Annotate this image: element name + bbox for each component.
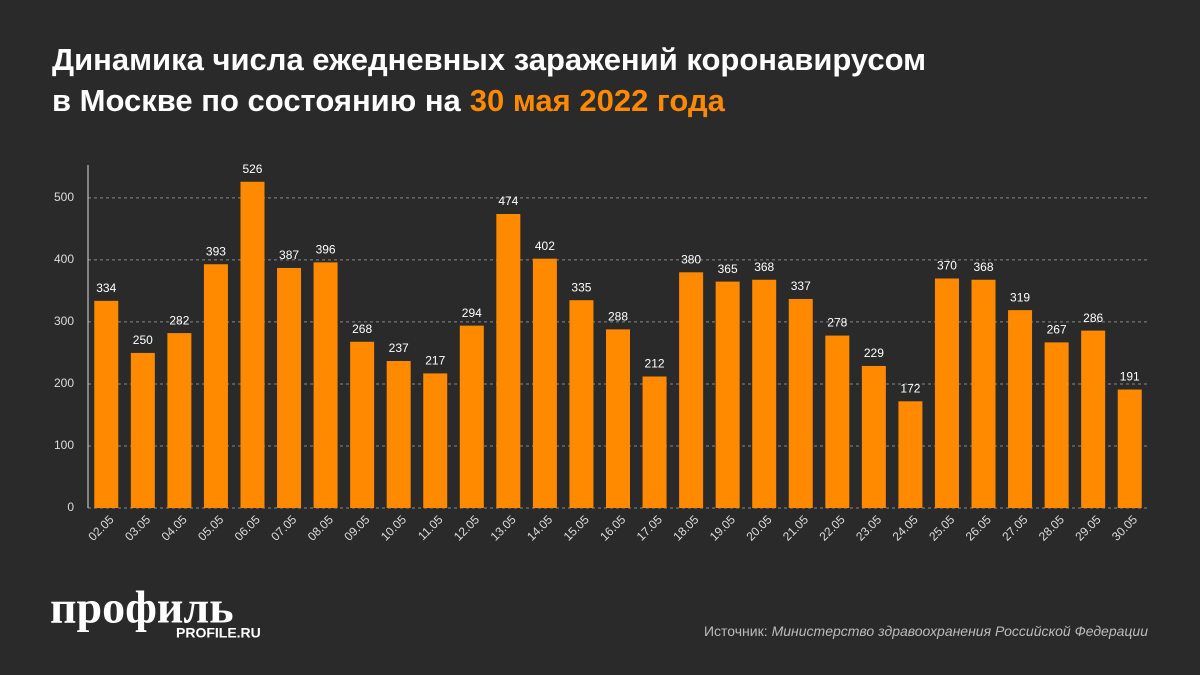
bar: [167, 333, 192, 508]
value-label: 402: [535, 239, 555, 253]
title-line: в Москве по состоянию на: [52, 83, 462, 118]
bar: [752, 279, 777, 508]
bar: [423, 373, 448, 508]
chart-title: в Москве по состоянию на 30 мая 2022 года: [52, 83, 726, 118]
bar: [277, 267, 302, 508]
bar: [642, 376, 667, 508]
value-label: 250: [133, 333, 153, 347]
value-label: 268: [352, 322, 372, 336]
bar: [715, 281, 740, 508]
logo: профиль: [50, 582, 234, 633]
value-label: 337: [791, 279, 811, 293]
value-label: 393: [206, 244, 226, 258]
value-label: 368: [974, 260, 994, 274]
value-label: 526: [242, 162, 262, 176]
value-label: 286: [1083, 311, 1103, 325]
y-tick-label: 200: [54, 376, 74, 390]
bar: [1081, 330, 1106, 508]
bar: [386, 361, 411, 508]
value-label: 474: [498, 194, 518, 208]
bar: [313, 262, 338, 508]
value-label: 365: [718, 262, 738, 276]
y-tick-label: 300: [54, 314, 74, 328]
logo-sub: PROFILE.RU: [176, 625, 261, 641]
bar: [971, 279, 996, 508]
bar: [459, 325, 484, 508]
y-tick-label: 400: [54, 252, 74, 266]
bar: [94, 300, 119, 508]
y-tick-label: 0: [67, 500, 74, 514]
value-label: 282: [169, 313, 189, 327]
bar: [606, 329, 630, 508]
bar: [861, 365, 886, 508]
value-label: 334: [96, 281, 116, 295]
bar: [130, 352, 155, 508]
bar: [788, 298, 813, 508]
bar: [203, 264, 228, 508]
bar: [1117, 389, 1142, 508]
bar: [569, 300, 594, 508]
source-text: Министерство здравоохранения Российской …: [772, 623, 1149, 639]
bar: [934, 278, 959, 508]
source: Источник: Министерство здравоохранения Ро…: [704, 623, 1148, 639]
bar: [679, 272, 704, 508]
bar: [532, 258, 557, 508]
bar: [350, 341, 375, 508]
source-label: Источник:: [704, 623, 768, 639]
value-label: 217: [425, 354, 445, 368]
value-label: 229: [864, 346, 884, 360]
bar: [898, 401, 923, 508]
value-label: 288: [608, 310, 628, 324]
bar: [1008, 310, 1033, 508]
value-label: 335: [571, 280, 591, 294]
value-label: 278: [827, 316, 847, 330]
bar: [240, 181, 265, 509]
value-label: 387: [279, 248, 299, 262]
value-label: 237: [389, 341, 409, 355]
value-label: 368: [754, 260, 774, 274]
chart-title: Динамика числа ежедневных заражений коро…: [52, 42, 926, 77]
title-highlight: 30 мая 2022 года: [470, 83, 726, 118]
value-label: 319: [1010, 290, 1030, 304]
title-line: Динамика числа ежедневных заражений коро…: [52, 42, 926, 77]
value-label: 396: [316, 243, 336, 257]
bar: [825, 335, 850, 508]
value-label: 370: [937, 259, 957, 273]
value-label: 267: [1047, 323, 1067, 337]
value-label: 212: [645, 357, 665, 371]
value-label: 294: [462, 306, 482, 320]
bar: [496, 214, 521, 508]
value-label: 191: [1120, 370, 1140, 384]
value-label: 380: [681, 252, 701, 266]
y-tick-label: 100: [54, 438, 74, 452]
value-label: 172: [900, 381, 920, 395]
bar: [1044, 342, 1069, 508]
y-tick-label: 500: [54, 190, 74, 204]
